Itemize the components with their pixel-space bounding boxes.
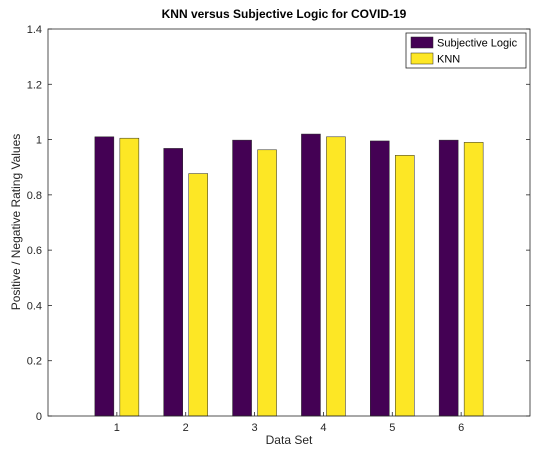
y-tick-label: 0.6 [27, 245, 42, 257]
y-axis-label: Positive / Negative Rating Values [9, 134, 23, 311]
bar-knn-4 [326, 136, 346, 417]
bar-knn-2 [188, 173, 208, 417]
bar-subjective-logic-3 [232, 139, 252, 417]
y-tick-label: 0 [36, 411, 42, 423]
bar-knn-3 [257, 149, 277, 417]
y-tick-label: 0.4 [27, 300, 42, 312]
legend-label-knn: KNN [437, 54, 460, 66]
bar-subjective-logic-4 [301, 133, 321, 417]
bar-subjective-logic-1 [94, 136, 115, 417]
bar-knn-6 [463, 142, 484, 417]
legend: Subjective Logic KNN [405, 32, 527, 69]
x-axis-label: Data Set [266, 433, 313, 447]
bar-knn-5 [395, 155, 415, 417]
y-tick-label: 0.2 [27, 356, 42, 368]
bar-subjective-logic-2 [163, 148, 183, 417]
bar-subjective-logic-5 [370, 140, 390, 417]
legend-swatch-knn [410, 52, 434, 65]
legend-swatch-subjective-logic [410, 36, 434, 49]
y-tick-label: 0.8 [27, 190, 42, 202]
y-tick-label: 1.4 [27, 24, 42, 36]
y-tick-label: 1.2 [27, 79, 42, 91]
x-tick-label: 2 [183, 422, 189, 434]
ticks-group: 1 2 3 4 5 6 0 0.2 0.4 0.6 0.8 1 1.2 1.4 [27, 24, 530, 434]
chart-title: KNN versus Subjective Logic for COVID-19 [162, 7, 407, 21]
x-tick-label: 4 [320, 422, 326, 434]
y-tick-label: 1 [36, 135, 42, 147]
legend-label-subjective-logic: Subjective Logic [437, 38, 518, 50]
bar-knn-1 [119, 137, 140, 417]
x-tick-label: 6 [458, 422, 464, 434]
plot-frame [47, 28, 531, 417]
x-tick-label: 3 [252, 422, 258, 434]
bars-group [94, 133, 484, 417]
x-tick-label: 5 [389, 422, 395, 434]
x-tick-label: 1 [114, 422, 120, 434]
bar-subjective-logic-6 [438, 139, 459, 417]
